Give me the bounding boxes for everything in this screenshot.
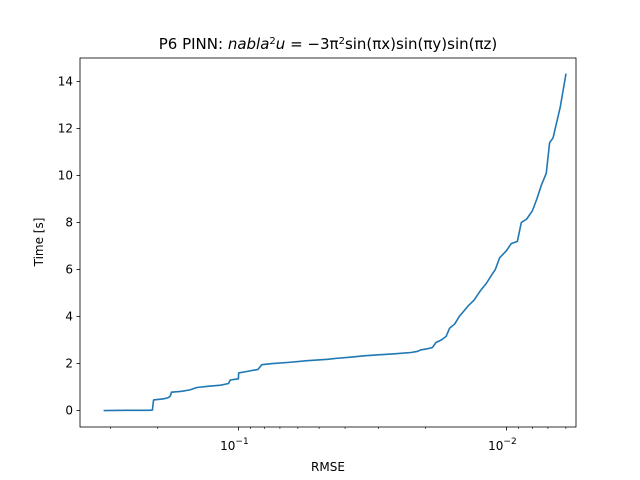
y-tick-label: 12 [58,122,73,136]
title-eq-rest-sup: 2 [339,36,345,47]
x-axis: 10−1 10−2 [110,427,567,453]
series-line [103,73,567,412]
y-tick-label: 14 [58,75,73,89]
y-tick-label: 2 [65,357,73,371]
title-eq-var: u [276,35,286,53]
x-tick-base: 10 [488,439,503,453]
y-axis: 0 2 4 6 8 10 12 14 [58,75,80,418]
title-eq-tail: sin(πx)sin(πy)sin(πz) [345,35,497,53]
title-prefix: P6 PINN: [159,35,228,53]
y-tick-label: 0 [65,404,73,418]
title-eq-rest: = −3π [285,35,338,53]
y-tick-label: 10 [58,169,73,183]
x-tick-exponent: −1 [235,437,248,447]
x-tick-label: 10−1 [220,437,249,453]
title-eq-left: nabla [228,35,270,53]
x-tick-exponent: −2 [503,437,516,447]
plot-layer [103,73,567,412]
y-tick-label: 8 [65,216,73,230]
x-axis-label: RMSE [311,460,345,474]
plot-frame [79,57,577,428]
y-tick-label: 4 [65,310,73,324]
y-tick-label: 6 [65,263,73,277]
chart-title: P6 PINN: nabla2u = −3π2sin(πx)sin(πy)sin… [159,35,498,53]
x-tick-label: 10−2 [488,437,517,453]
y-axis-label: Time [s] [32,218,46,268]
title-eq-left-sup: 2 [269,36,275,47]
x-tick-base: 10 [220,439,235,453]
